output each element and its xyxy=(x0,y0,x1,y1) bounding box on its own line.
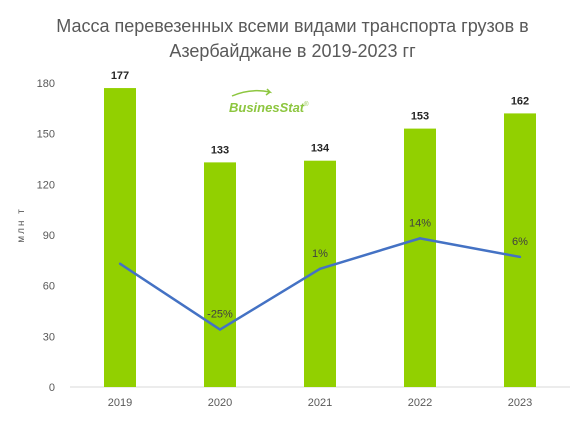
growth-point xyxy=(218,328,222,331)
y-tick-label: 90 xyxy=(43,230,55,242)
growth-label: -25% xyxy=(207,309,233,321)
bar xyxy=(204,162,236,387)
y-tick-label: 30 xyxy=(43,331,55,343)
growth-point xyxy=(318,267,322,270)
bar-value-label: 162 xyxy=(511,95,529,107)
line-layer xyxy=(118,237,522,331)
axis-layer: 0 30 60 90 120 150 180 млн т 2019 2020 2021 2022 202… xyxy=(16,78,570,409)
logo-text-b: Stat xyxy=(280,100,305,115)
logo-swoosh-icon xyxy=(231,88,273,97)
growth-point xyxy=(118,262,122,265)
svg-text:BusinesStat®: BusinesStat® xyxy=(229,100,309,115)
growth-label: 1% xyxy=(312,248,328,260)
y-tick-label: 0 xyxy=(49,382,55,394)
y-axis-label: млн т xyxy=(16,207,27,243)
chart-title-line-2: Азербайджане в 2019-2023 гг xyxy=(169,41,416,61)
chart-title-line-1: Масса перевезенных всеми видами транспор… xyxy=(56,16,529,36)
bar-layer xyxy=(104,88,536,388)
growth-point xyxy=(418,237,422,240)
x-tick-label: 2020 xyxy=(208,397,232,409)
bar xyxy=(504,113,536,388)
x-tick-label: 2023 xyxy=(508,397,532,409)
logo-mark: ® xyxy=(304,101,309,108)
businesstat-logo: BusinesStat® xyxy=(229,88,309,115)
x-tick-label: 2021 xyxy=(308,397,332,409)
chart-title: Масса перевезенных всеми видами транспор… xyxy=(0,14,585,64)
bar-value-label: 134 xyxy=(311,143,330,155)
bar xyxy=(404,128,436,387)
growth-point xyxy=(518,255,522,259)
y-tick-label: 180 xyxy=(37,78,55,90)
label-layer: 177 133 134 153 162 -25% 1% 14% 6% xyxy=(111,70,529,321)
bar-value-label: 153 xyxy=(411,111,429,123)
growth-label: 14% xyxy=(409,217,431,229)
bar xyxy=(104,88,136,388)
bar-value-label: 133 xyxy=(211,144,229,156)
x-tick-label: 2019 xyxy=(108,397,132,409)
bar-value-label: 177 xyxy=(111,70,129,82)
y-tick-label: 60 xyxy=(43,281,55,293)
x-tick-label: 2022 xyxy=(408,397,432,409)
growth-label: 6% xyxy=(512,236,528,248)
y-tick-label: 150 xyxy=(37,129,55,141)
bar xyxy=(304,160,336,387)
logo-text-a: Busines xyxy=(229,100,280,115)
y-tick-label: 120 xyxy=(37,179,55,191)
